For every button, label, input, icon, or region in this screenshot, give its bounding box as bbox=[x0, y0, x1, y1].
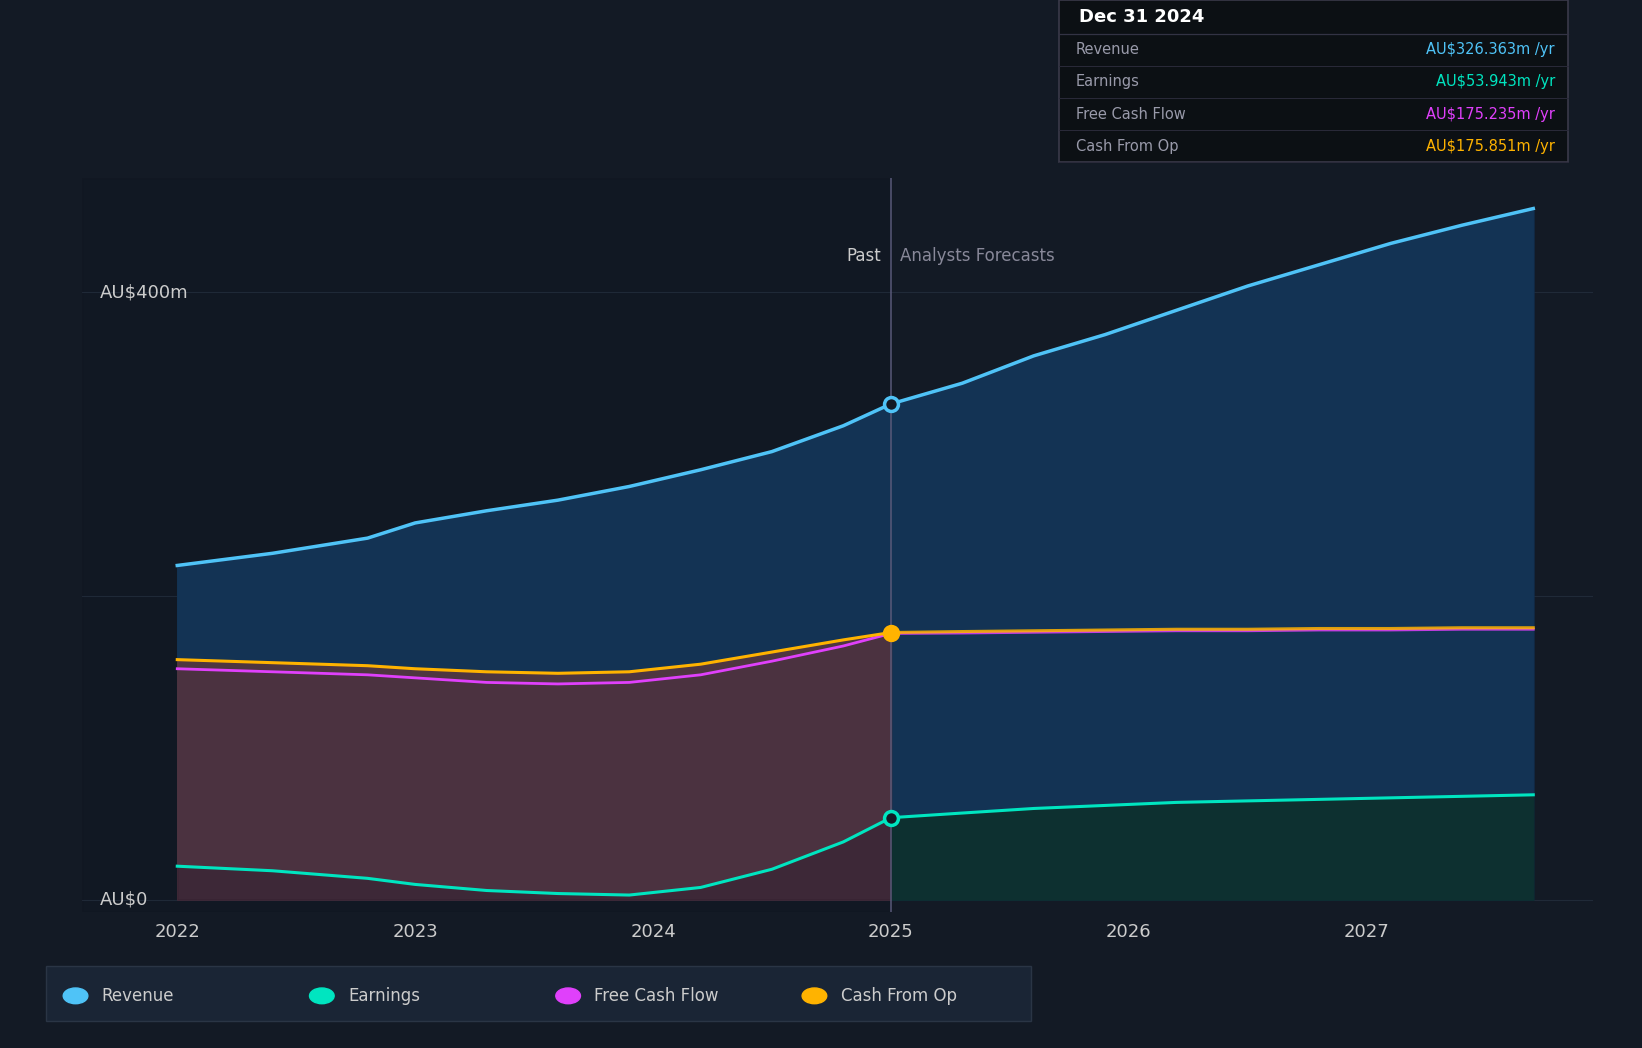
Text: Free Cash Flow: Free Cash Flow bbox=[1076, 107, 1186, 122]
Text: AU$0: AU$0 bbox=[100, 891, 149, 909]
Text: AU$53.943m /yr: AU$53.943m /yr bbox=[1435, 74, 1555, 89]
Bar bbox=[82, 178, 892, 912]
Text: Cash From Op: Cash From Op bbox=[841, 987, 957, 1005]
Text: AU$175.851m /yr: AU$175.851m /yr bbox=[1427, 138, 1555, 154]
Text: Dec 31 2024: Dec 31 2024 bbox=[1079, 7, 1204, 26]
Text: Earnings: Earnings bbox=[348, 987, 420, 1005]
Text: Revenue: Revenue bbox=[102, 987, 174, 1005]
Text: AU$400m: AU$400m bbox=[100, 283, 189, 301]
Text: Earnings: Earnings bbox=[1076, 74, 1140, 89]
Text: Past: Past bbox=[847, 246, 882, 265]
Text: AU$175.235m /yr: AU$175.235m /yr bbox=[1427, 107, 1555, 122]
Text: Revenue: Revenue bbox=[1076, 42, 1140, 58]
Text: AU$326.363m /yr: AU$326.363m /yr bbox=[1427, 42, 1555, 58]
Text: Cash From Op: Cash From Op bbox=[1076, 138, 1177, 154]
Text: Free Cash Flow: Free Cash Flow bbox=[594, 987, 719, 1005]
Text: Analysts Forecasts: Analysts Forecasts bbox=[900, 246, 1056, 265]
